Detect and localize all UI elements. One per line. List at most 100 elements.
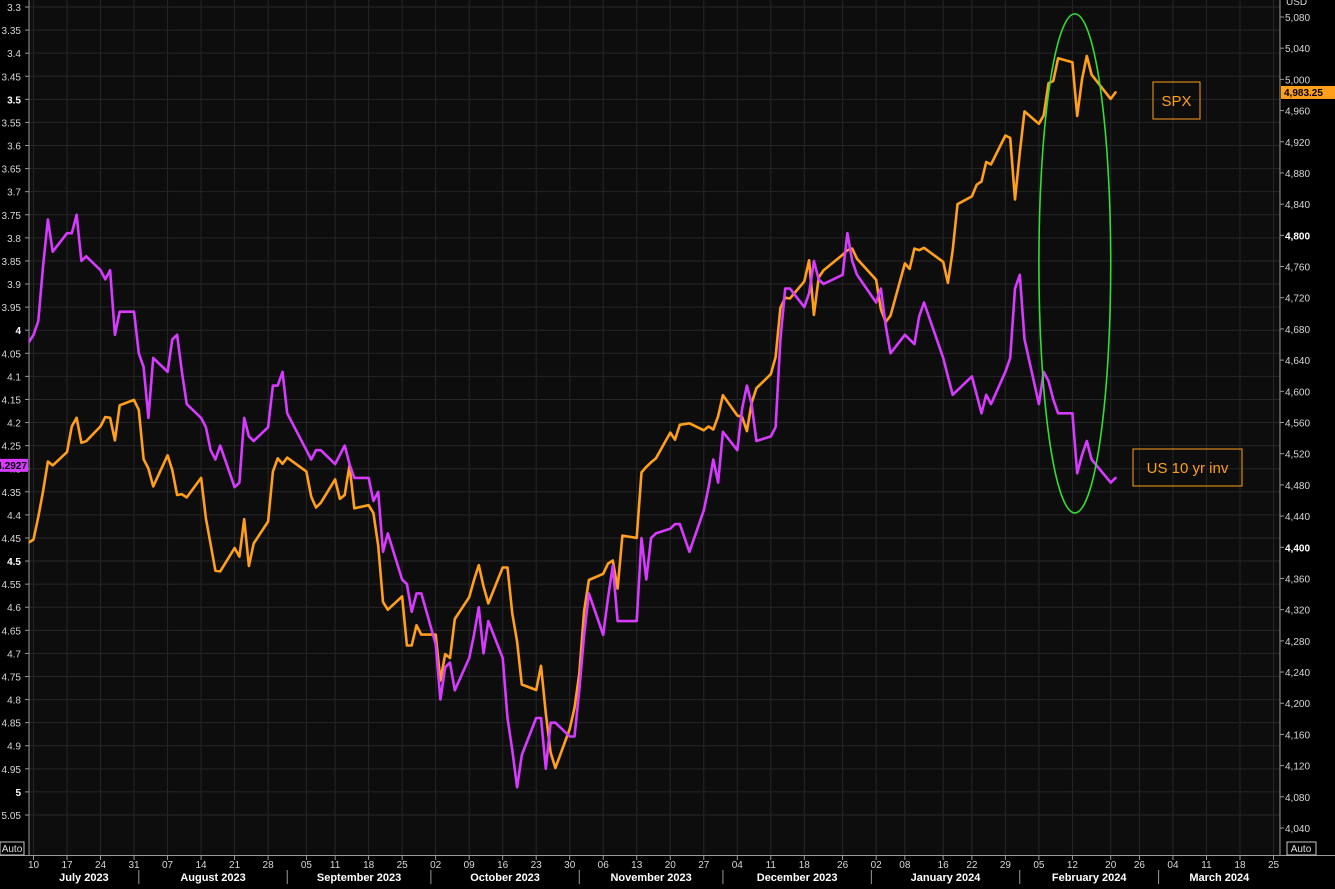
left-axis-tick-label: 4.7 <box>7 649 21 660</box>
x-axis-day-label: 18 <box>1234 860 1246 871</box>
highlight-ellipse <box>1038 13 1112 514</box>
x-axis-day-label: 22 <box>966 860 978 871</box>
right-axis-tick-label: 4,200 <box>1285 699 1310 710</box>
x-axis-day-label: 16 <box>497 860 509 871</box>
right-axis-tick-label: 4,800 <box>1285 231 1310 242</box>
left-axis-tick-label: 4.6 <box>7 603 21 614</box>
left-axis-tick-label: 4.65 <box>2 626 22 637</box>
x-axis-day-label: 28 <box>263 860 275 871</box>
x-axis-day-label: 29 <box>1000 860 1012 871</box>
right-axis-tick-label: 4,160 <box>1285 730 1310 741</box>
left-axis-tick-label: 4.9 <box>7 742 21 753</box>
left-auto-button[interactable]: Auto <box>0 841 25 856</box>
x-axis-day-label: 24 <box>95 860 107 871</box>
x-axis-day-label: 16 <box>938 860 950 871</box>
right-axis-tick-label: 4,120 <box>1285 762 1310 773</box>
spx-annotation: SPX <box>1152 81 1201 120</box>
left-axis-tick-label: 4.45 <box>2 534 22 545</box>
left-axis-tick-label: 3.9 <box>7 280 21 291</box>
right-auto-button-bg[interactable] <box>1286 841 1317 856</box>
right-axis-tick-label: 4,560 <box>1285 419 1310 430</box>
x-axis-day-label: 21 <box>229 860 241 871</box>
right-axis-tick-label: 4,440 <box>1285 512 1310 523</box>
x-axis-day-label: 18 <box>799 860 811 871</box>
left-axis-tick-label: 3.5 <box>7 95 21 106</box>
left-axis-tick-label: 4.25 <box>2 442 22 453</box>
x-axis-day-label: 04 <box>732 860 744 871</box>
left-axis-tick-label: 4.8 <box>7 696 21 707</box>
x-axis-day-label: 05 <box>301 860 313 871</box>
x-axis-day-label: 23 <box>531 860 543 871</box>
left-axis-tick-label: 4.1 <box>7 372 21 383</box>
right-axis-unit: USD <box>1286 0 1307 8</box>
right-axis-tick-label: 4,480 <box>1285 481 1310 492</box>
left-axis-tick-label: 3.3 <box>7 3 21 14</box>
left-axis-tick-label: 4.4 <box>7 511 21 522</box>
x-axis-month-label: February 2024 <box>1052 872 1127 884</box>
left-axis-background <box>0 0 29 856</box>
left-axis-tick-label: 3.95 <box>2 303 22 314</box>
right-auto-label[interactable]: Auto <box>1291 844 1312 855</box>
x-axis-day-label: 31 <box>128 860 140 871</box>
right-axis-background <box>1280 0 1335 856</box>
left-axis-tick-label: 4.85 <box>2 719 22 730</box>
x-axis-month-label: December 2023 <box>757 872 838 884</box>
left-axis-tick-label: 3.7 <box>7 188 21 199</box>
left-axis-tick-label: 3.4 <box>7 49 21 60</box>
spx-annotation-box <box>1152 81 1201 120</box>
left-auto-button-bg[interactable] <box>0 841 25 856</box>
left-axis-tick-label: 4 <box>15 326 21 337</box>
plot-background <box>29 0 1280 855</box>
left-axis-tick-label: 3.45 <box>2 72 22 83</box>
x-axis-month-label: November 2023 <box>610 872 691 884</box>
right-axis-tick-label: 4,600 <box>1285 387 1310 398</box>
x-axis-day-label: 02 <box>871 860 883 871</box>
right-auto-button[interactable]: Auto <box>1286 841 1317 856</box>
x-axis-day-label: 04 <box>1167 860 1179 871</box>
x-axis-day-label: 26 <box>837 860 849 871</box>
right-axis-tick-label: 4,920 <box>1285 138 1310 149</box>
grid-layer <box>29 0 1280 855</box>
right-axis-tick-label: 4,640 <box>1285 356 1310 367</box>
x-axis-day-label: 27 <box>698 860 710 871</box>
left-last-value-tag: 4.2927 <box>0 458 28 472</box>
left-axis-tick-label: 4.15 <box>2 395 22 406</box>
right-last-value-label: 4,983.25 <box>1284 88 1323 99</box>
x-axis-day-label: 17 <box>61 860 73 871</box>
x-axis-month-label: October 2023 <box>470 872 540 884</box>
us10-annotation: US 10 yr inv <box>1132 448 1243 487</box>
left-axis-tick-label: 4.95 <box>2 765 22 776</box>
left-last-value-tag-bg <box>0 458 28 472</box>
us10-annotation-label: US 10 yr inv <box>1147 460 1229 477</box>
left-axis-tick-label: 4.35 <box>2 488 22 499</box>
right-last-value-tag-bg <box>1281 85 1335 99</box>
x-axis-day-label: 12 <box>1067 860 1079 871</box>
x-axis-day-label: 25 <box>1268 860 1280 871</box>
series-layer <box>29 54 1117 789</box>
x-axis-day-label: 26 <box>1134 860 1146 871</box>
right-axis-tick-label: 4,880 <box>1285 169 1310 180</box>
x-axis-day-label: 11 <box>330 860 341 871</box>
us10-yield-inverted-line <box>29 213 1117 789</box>
left-last-value-label: 4.2927 <box>0 461 27 472</box>
x-axis-day-label: 11 <box>766 860 777 871</box>
left-axis-tick-label: 4.5 <box>7 557 21 568</box>
left-axis-tick-label: 3.8 <box>7 234 21 245</box>
annotation-layer <box>1038 13 1112 514</box>
right-axis-tick-label: 4,280 <box>1285 637 1310 648</box>
left-axis-tick-label: 4.55 <box>2 580 22 591</box>
x-axis-day-label: 30 <box>564 860 576 871</box>
left-auto-label[interactable]: Auto <box>2 844 23 855</box>
left-axis-tick-label: 3.75 <box>2 211 22 222</box>
left-axis-tick-label: 3.35 <box>2 26 22 37</box>
spx-line <box>29 54 1117 770</box>
x-axis-day-label: 10 <box>28 860 40 871</box>
right-axis-tick-label: 4,960 <box>1285 107 1310 118</box>
right-axis-tick-label: 4,760 <box>1285 263 1310 274</box>
x-axis-day-label: 09 <box>464 860 476 871</box>
right-axis-tick-label: 4,080 <box>1285 793 1310 804</box>
spx-annotation-label: SPX <box>1161 93 1191 110</box>
left-axis-tick-label: 4.05 <box>2 349 22 360</box>
x-axis-day-label: 13 <box>631 860 643 871</box>
